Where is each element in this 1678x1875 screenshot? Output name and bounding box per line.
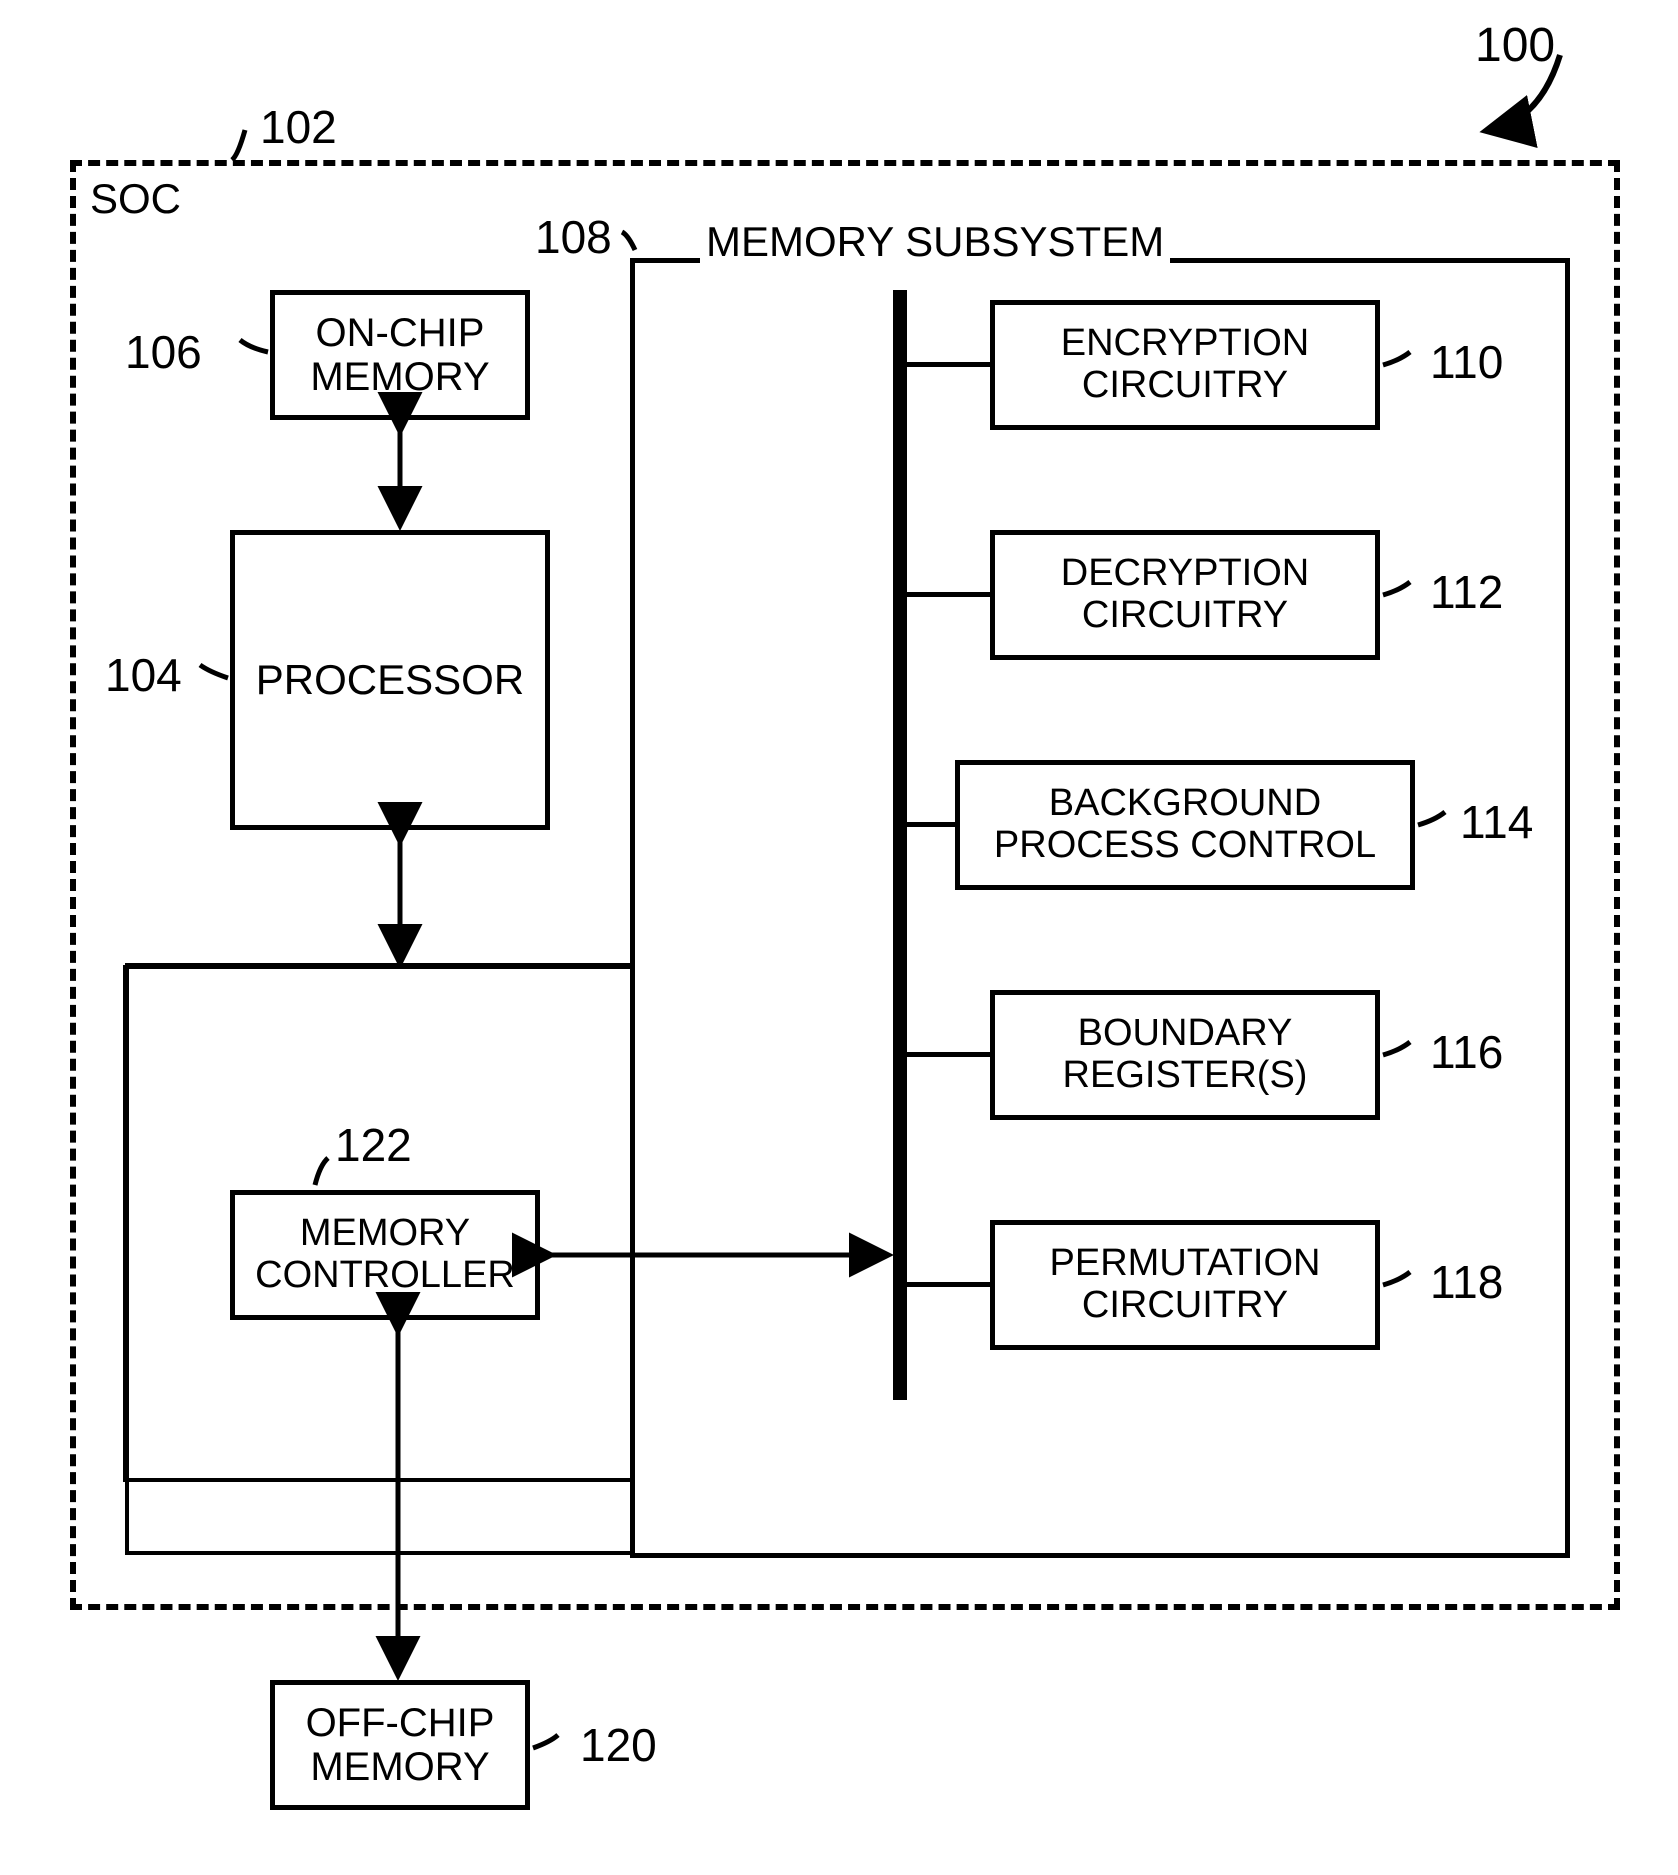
ref-118: 118 (1430, 1255, 1503, 1309)
diagram-canvas: 100 SOC 102 MEMORY SUBSYSTEM 108 ON-CHIP… (0, 0, 1678, 1875)
ref-118-tick (0, 0, 1678, 1875)
